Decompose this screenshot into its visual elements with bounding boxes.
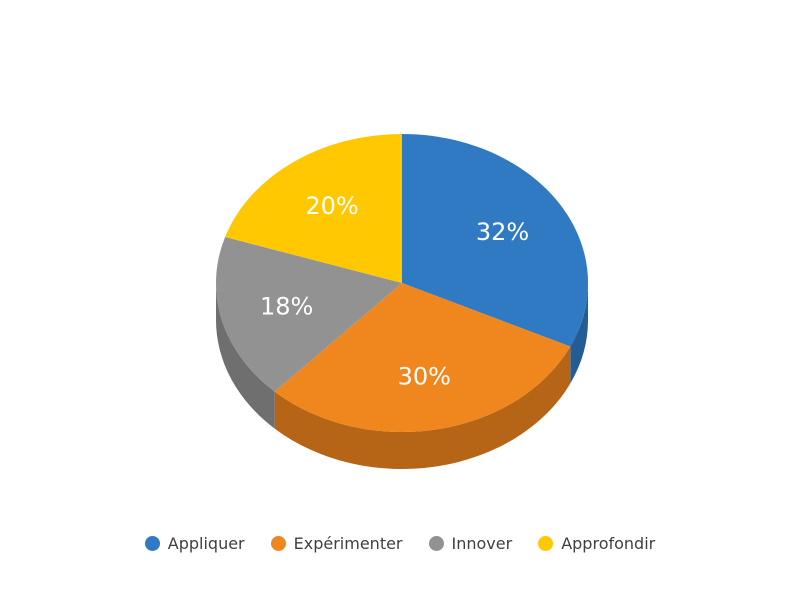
pie-side-appliquer bbox=[570, 283, 588, 384]
chart-area: 32% 30% 18% 20% bbox=[215, 134, 588, 470]
pie-side-expérimenter bbox=[274, 346, 571, 470]
pie-slice-approfondir bbox=[225, 134, 402, 283]
legend-item-innover: Innover bbox=[428, 533, 513, 553]
pie-slice-appliquer bbox=[402, 134, 588, 347]
data-label-innover: 18% bbox=[260, 293, 313, 321]
legend-label: Expérimenter bbox=[293, 533, 403, 553]
data-label-approfondir: 20% bbox=[305, 192, 358, 220]
legend-swatch bbox=[144, 535, 160, 551]
legend-item-expérimenter: Expérimenter bbox=[270, 533, 403, 553]
legend-swatch bbox=[428, 535, 444, 551]
pie-slice-expérimenter bbox=[274, 283, 571, 432]
data-label-appliquer: 32% bbox=[476, 218, 529, 246]
pie-chart: 32% 30% 18% 20% bbox=[215, 134, 588, 470]
pie-side-innover bbox=[216, 283, 275, 429]
legend-swatch bbox=[270, 535, 286, 551]
legend-item-appliquer: Appliquer bbox=[144, 533, 245, 553]
legend-swatch bbox=[538, 535, 554, 551]
legend-label: Appliquer bbox=[167, 533, 245, 553]
legend-item-approfondir: Approfondir bbox=[538, 534, 655, 553]
legend-label: Approfondir bbox=[561, 533, 656, 553]
pie-slice-innover bbox=[215, 236, 402, 392]
legend-label: Innover bbox=[451, 533, 513, 553]
legend: Appliquer Expérimenter Innover Approfondir bbox=[0, 528, 800, 558]
data-label-expérimenter: 30% bbox=[398, 363, 451, 391]
